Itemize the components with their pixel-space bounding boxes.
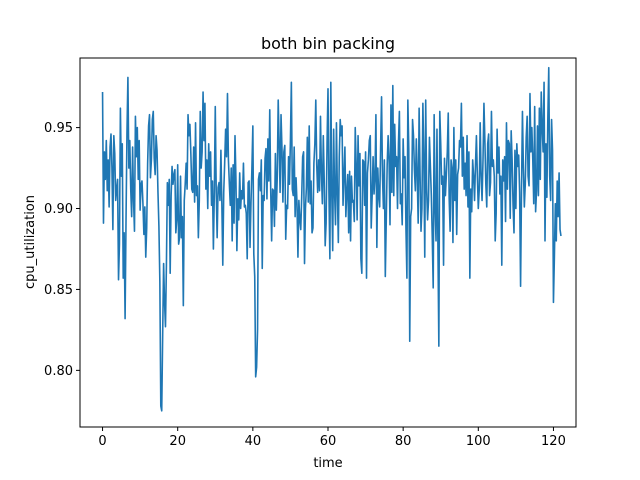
- x-tick-label: 20: [169, 434, 186, 449]
- x-axis: 0 20 40 60 80 100 120: [98, 427, 566, 449]
- x-tick-label: 120: [541, 434, 566, 449]
- x-tick-label: 60: [320, 434, 337, 449]
- y-tick-label: 0.80: [44, 364, 73, 379]
- x-axis-label: time: [313, 456, 342, 471]
- x-tick-label: 100: [466, 434, 491, 449]
- plot-area: [101, 66, 562, 412]
- y-tick-label: 0.90: [44, 202, 73, 217]
- series-line: [101, 66, 562, 412]
- y-axis: 0.80 0.85 0.90 0.95: [44, 121, 80, 379]
- y-axis-label: cpu_utilization: [23, 195, 38, 289]
- y-tick-label: 0.85: [44, 283, 73, 298]
- chart-title: both bin packing: [261, 34, 395, 53]
- x-tick-label: 80: [395, 434, 412, 449]
- x-tick-label: 40: [245, 434, 262, 449]
- x-tick-label: 0: [98, 434, 106, 449]
- y-tick-label: 0.95: [44, 121, 73, 136]
